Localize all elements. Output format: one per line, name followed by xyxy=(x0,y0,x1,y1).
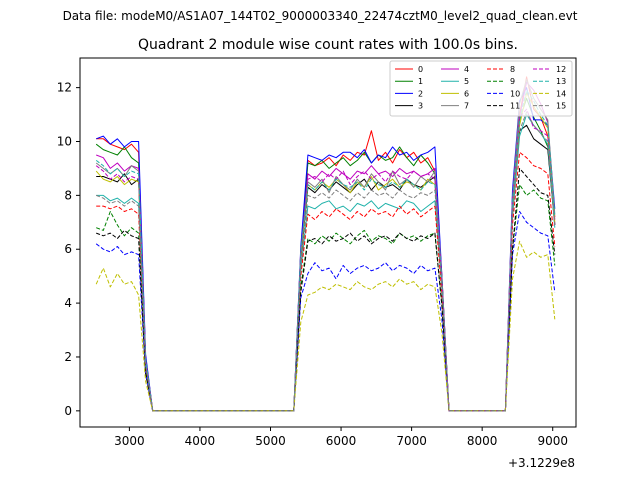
y-tick-label: 10 xyxy=(57,134,72,148)
legend-label-11: 11 xyxy=(510,102,520,111)
legend-label-10: 10 xyxy=(510,89,520,98)
series-line-15 xyxy=(96,111,556,412)
legend-label-14: 14 xyxy=(556,89,566,98)
y-tick-label: 2 xyxy=(64,350,72,364)
plot-frame xyxy=(79,57,577,428)
legend-frame xyxy=(389,60,573,117)
legend-label-4: 4 xyxy=(464,65,469,74)
x-axis: 3000 4000 5000 6000 7000 8000 9000 xyxy=(114,427,568,448)
x-tick-label: 6000 xyxy=(326,434,357,448)
x-tick-label: 9000 xyxy=(537,434,568,448)
legend-label-5: 5 xyxy=(464,77,469,86)
legend-label-2: 2 xyxy=(418,89,423,98)
legend-label-7: 7 xyxy=(464,102,469,111)
x-tick-label: 5000 xyxy=(255,434,286,448)
y-tick-label: 12 xyxy=(57,81,72,95)
legend-label-12: 12 xyxy=(556,65,566,74)
x-tick-label: 7000 xyxy=(396,434,427,448)
legend-label-9: 9 xyxy=(510,77,515,86)
series-layer xyxy=(95,76,556,412)
x-tick-label: 4000 xyxy=(185,434,216,448)
series-line-14 xyxy=(95,240,556,412)
y-tick-label: 0 xyxy=(64,404,72,418)
y-tick-label: 8 xyxy=(64,188,72,202)
figure-suptitle: Data file: modeM0/AS1A07_144T02_90000033… xyxy=(63,9,578,23)
chart-title: Quadrant 2 module wise count rates with … xyxy=(138,37,518,53)
x-tick-label: 3000 xyxy=(114,434,145,448)
legend-label-3: 3 xyxy=(418,102,423,111)
x-offset-label: +3.1229e8 xyxy=(508,456,575,470)
legend-label-6: 6 xyxy=(464,89,469,98)
legend-label-8: 8 xyxy=(510,65,515,74)
y-axis: 0 2 4 6 8 10 12 xyxy=(57,81,80,418)
y-tick-label: 6 xyxy=(64,242,72,256)
legend-label-1: 1 xyxy=(418,77,423,86)
legend-label-13: 13 xyxy=(556,77,566,86)
legend-label-0: 0 xyxy=(418,65,423,74)
y-tick-label: 4 xyxy=(64,296,72,310)
legend-label-15: 15 xyxy=(556,102,566,111)
x-tick-label: 8000 xyxy=(467,434,498,448)
